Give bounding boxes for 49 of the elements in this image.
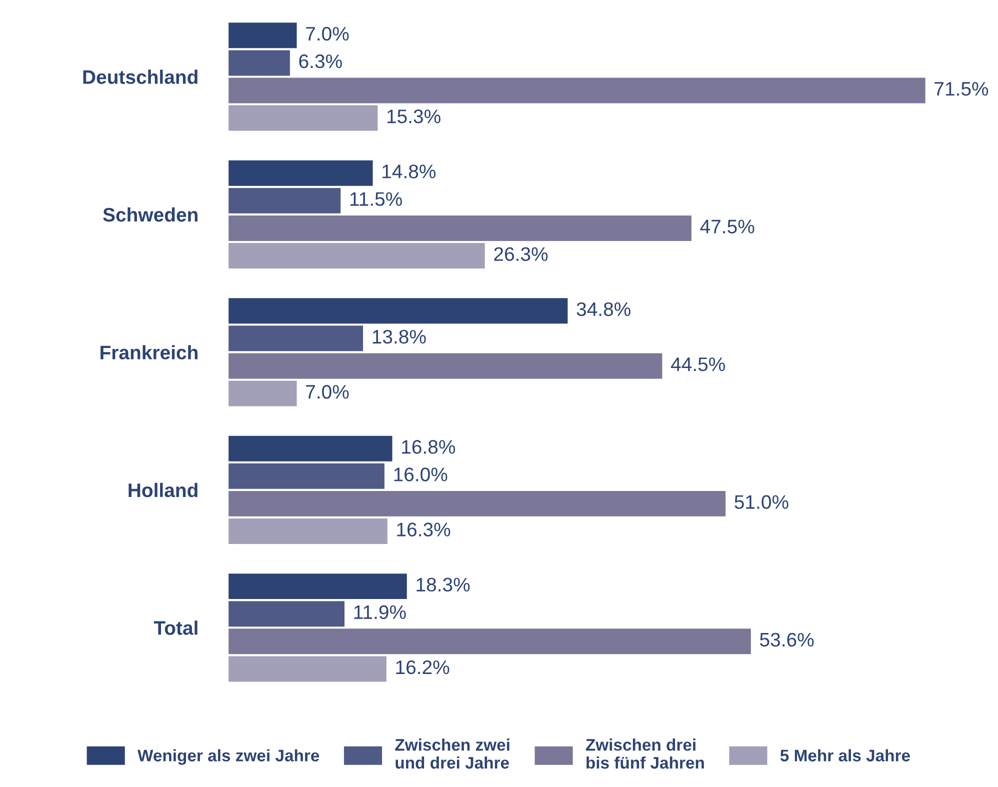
data-label: 7.0% — [306, 26, 349, 41]
data-label: 16.0% — [394, 468, 448, 482]
bar — [228, 518, 388, 544]
data-label: 53.6% — [760, 632, 814, 647]
data-label: 16.8% — [402, 440, 456, 454]
bar — [228, 298, 568, 324]
bar — [228, 78, 926, 104]
bar — [228, 601, 345, 627]
y-tick-label: Holland — [128, 482, 198, 498]
legend-label: Weniger als zwei Jahre — [138, 749, 320, 765]
y-tick-label: Deutschland — [83, 70, 198, 84]
bar — [228, 243, 485, 269]
data-label: 71.5% — [934, 82, 988, 96]
bar — [228, 353, 662, 379]
legend-label: Zwischen zwei und drei Jahre — [395, 738, 510, 769]
data-label: 15.3% — [387, 110, 440, 124]
data-label: 11.5% — [350, 192, 402, 206]
y-tick-label: Frankreich — [100, 345, 198, 360]
y-tick-label: Schweden — [103, 207, 198, 222]
data-label: 51.0% — [734, 495, 788, 509]
bar — [228, 656, 386, 682]
bar — [228, 160, 373, 186]
legend-label: 5 Mehr als Jahre — [780, 749, 910, 762]
data-label: 44.5% — [670, 357, 725, 372]
bar — [228, 380, 297, 406]
data-label: 16.3% — [397, 522, 450, 536]
bar — [228, 22, 297, 48]
data-label: 16.2% — [396, 660, 450, 674]
data-label: 13.8% — [372, 330, 426, 344]
legend-label: Zwischen drei bis fünf Jahren — [586, 738, 704, 769]
bar — [228, 50, 290, 76]
bar — [228, 436, 392, 462]
data-label: 26.3% — [494, 247, 548, 261]
bar — [228, 215, 692, 241]
data-label: 34.8% — [576, 302, 630, 316]
data-label: 47.5% — [700, 220, 754, 234]
data-label: 11.9% — [354, 605, 406, 620]
bar — [228, 105, 378, 131]
bar — [228, 628, 751, 654]
bar — [228, 188, 341, 214]
data-label: 14.8% — [382, 164, 436, 178]
bar — [228, 326, 364, 352]
bar — [228, 463, 384, 489]
y-tick-label: Total — [154, 620, 198, 635]
bar — [228, 574, 407, 600]
data-label: 18.3% — [416, 578, 470, 592]
data-label: 7.0% — [306, 384, 349, 399]
bar — [228, 490, 726, 516]
data-label: 6.3% — [299, 54, 342, 68]
